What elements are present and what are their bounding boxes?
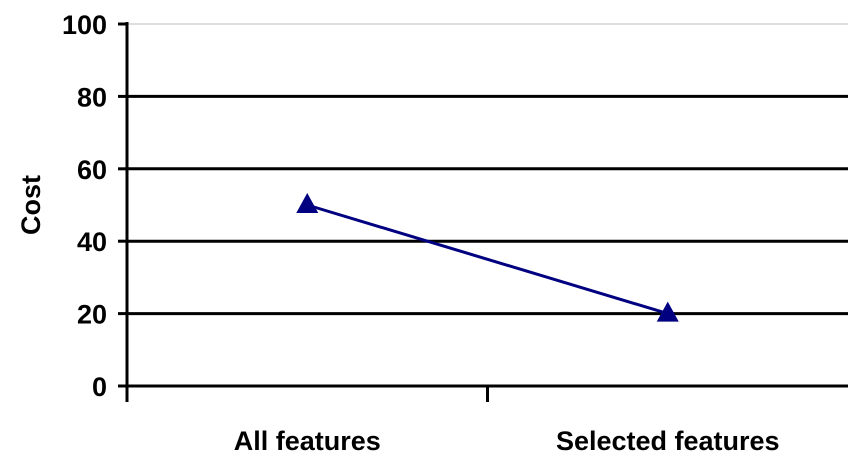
series-0-point-0: [296, 193, 319, 213]
y-tick-label-0: 0: [92, 372, 107, 402]
y-axis-label: Cost: [16, 175, 46, 235]
tick-labels: 0 20 40 60 80 100 All features Selected feature…: [62, 10, 780, 456]
series-0-line: [306, 203, 669, 316]
y-tick-label-100: 100: [62, 10, 107, 40]
axes: [118, 22, 848, 402]
y-tick-label-80: 80: [77, 82, 107, 112]
x-tick-label-0: All features: [234, 426, 381, 456]
y-tick-label-40: 40: [77, 227, 107, 257]
series-0-point-1: [656, 301, 679, 322]
x-tick-label-1: Selected features: [556, 426, 780, 456]
y-tick-label-20: 20: [77, 300, 107, 330]
gridlines: [127, 23, 848, 316]
y-tick-label-60: 60: [77, 155, 107, 185]
series: [296, 193, 679, 322]
